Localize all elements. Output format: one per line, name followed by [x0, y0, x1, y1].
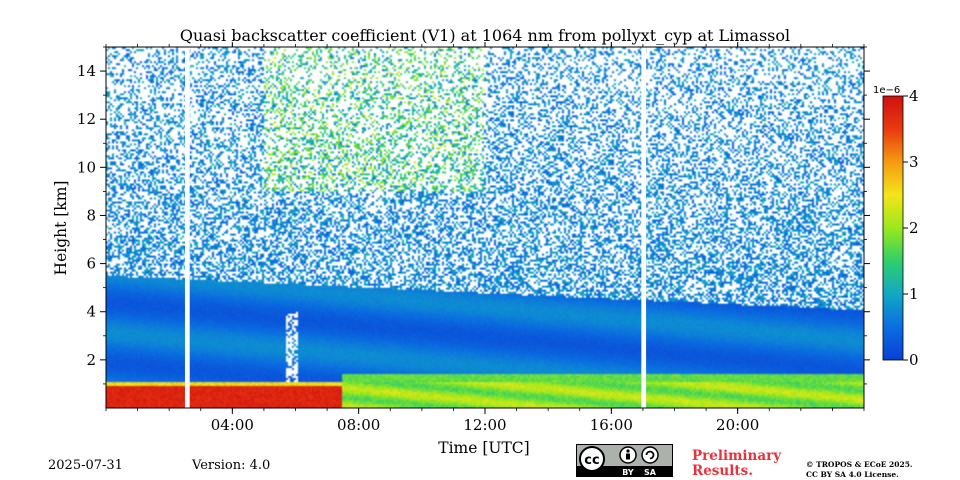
x-tick-label: 12:00	[463, 416, 506, 434]
y-tick-label: 14	[77, 62, 96, 80]
colorbar: 0 1 2 3 4 1e−6	[873, 85, 919, 369]
data-gap	[184, 47, 190, 408]
y-tick-label: 6	[86, 255, 96, 273]
y-axis-label: Height [km]	[52, 181, 70, 276]
chart-title: Quasi backscatter coefficient (V1) at 10…	[180, 26, 790, 45]
x-axis-label: Time [UTC]	[438, 439, 529, 457]
x-tick-label: 08:00	[337, 416, 380, 434]
colorbar-tick-label: 3	[909, 153, 919, 171]
backscatter-heatmap	[106, 47, 864, 408]
preliminary-line-1: Preliminary	[692, 448, 782, 464]
colorbar-scale	[882, 95, 904, 361]
preliminary-notice: Preliminary Results.	[692, 449, 781, 479]
colorbar-tick-label: 0	[909, 351, 919, 369]
colorbar-tick-label: 4	[909, 87, 919, 105]
plot-area	[105, 46, 865, 409]
y-tick-label: 2	[86, 351, 96, 369]
version-label: Version: 4.0	[192, 458, 271, 473]
copyright-line-2: CC BY SA 4.0 License.	[806, 470, 899, 479]
data-gap	[641, 47, 647, 408]
y-tick-label: 10	[77, 158, 96, 176]
cc-license-badge: cc BY SA	[576, 444, 673, 477]
share-alike-icon	[641, 446, 659, 464]
copyright-notice: © TROPOS & ECoE 2025. CC BY SA 4.0 Licen…	[806, 460, 913, 480]
data-gaps	[184, 47, 647, 408]
colorbar-tick-label: 1	[909, 285, 919, 303]
date-label: 2025-07-31	[48, 458, 123, 473]
svg-text:SA: SA	[644, 468, 657, 477]
x-tick-label: 04:00	[211, 416, 254, 434]
preliminary-line-2: Results.	[692, 463, 753, 479]
y-tick-label: 8	[86, 206, 96, 224]
colorbar-ticks: 0 1 2 3 4	[903, 87, 919, 369]
colorbar-tick-label: 2	[909, 219, 919, 237]
x-tick-label: 16:00	[590, 416, 633, 434]
svg-text:BY: BY	[622, 468, 634, 477]
x-axis: 04:00 08:00 12:00 16:00 20:00	[105, 42, 865, 434]
y-tick-label: 12	[77, 110, 96, 128]
cc-icon	[579, 446, 605, 472]
svg-text:cc: cc	[584, 453, 599, 468]
copyright-line-1: © TROPOS & ECoE 2025.	[806, 460, 913, 469]
y-axis: 2 4 6 8 10 12 14	[77, 46, 870, 385]
x-tick-label: 20:00	[716, 416, 759, 434]
colorbar-multiplier: 1e−6	[873, 85, 900, 96]
y-tick-label: 4	[86, 303, 96, 321]
